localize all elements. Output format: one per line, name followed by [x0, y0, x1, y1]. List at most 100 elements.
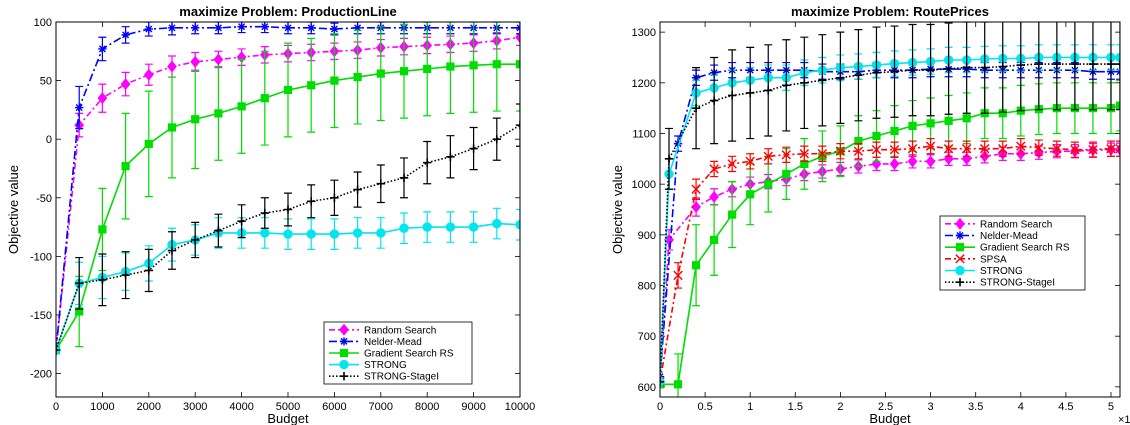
- data-point: [927, 120, 934, 127]
- legend: Random SearchNelder-MeadGradient Search …: [324, 322, 472, 384]
- y-tick-label: 900: [638, 230, 656, 242]
- x-tick-label: 3.5: [968, 401, 983, 413]
- data-point: [284, 24, 292, 32]
- data-point: [377, 70, 384, 77]
- x-tick-label: 3: [928, 401, 934, 413]
- legend-label: SPSA: [980, 254, 1007, 265]
- y-tick-label: -200: [30, 369, 52, 381]
- legend-marker: [340, 337, 348, 345]
- x-tick-label: 1.5: [788, 401, 803, 413]
- legend-label: Random Search: [364, 325, 436, 336]
- data-point: [214, 24, 222, 32]
- x-tick-label: 0: [657, 401, 663, 413]
- x-tick-label: 2000: [137, 401, 161, 413]
- data-point: [711, 236, 718, 243]
- data-point: [424, 65, 431, 72]
- data-point: [783, 170, 790, 177]
- data-point: [145, 140, 152, 147]
- legend-label: STRONG: [364, 360, 407, 371]
- data-point: [330, 25, 338, 33]
- data-point: [168, 24, 176, 32]
- data-point: [261, 229, 269, 237]
- y-axis-label: Objective value: [6, 165, 21, 254]
- data-point: [729, 211, 736, 218]
- y-tick-label: 700: [638, 331, 656, 343]
- legend-label: Random Search: [980, 219, 1052, 230]
- data-point: [873, 132, 880, 139]
- data-point: [377, 229, 385, 237]
- legend-label: Nelder-Mead: [980, 231, 1038, 242]
- data-point: [470, 62, 477, 69]
- legend-label: Nelder-Mead: [364, 337, 422, 348]
- legend-label: Gradient Search RS: [980, 243, 1070, 254]
- y-tick-label: 800: [638, 281, 656, 293]
- data-point: [261, 95, 268, 102]
- x-tick-label: 8000: [415, 401, 439, 413]
- data-point: [284, 86, 291, 93]
- data-point: [891, 127, 898, 134]
- y-tick-label: -150: [30, 310, 52, 322]
- y-tick-label: 1000: [632, 179, 656, 191]
- x-tick-label: 7000: [369, 401, 393, 413]
- legend-marker: [956, 266, 964, 274]
- data-point: [122, 163, 129, 170]
- legend-marker: [340, 349, 347, 356]
- y-tick-label: 1200: [632, 78, 656, 90]
- data-point: [330, 230, 338, 238]
- data-point: [75, 103, 83, 111]
- data-point: [446, 223, 454, 231]
- x-axis-label: Budget: [869, 411, 911, 425]
- x-tick-label: 0: [53, 401, 59, 413]
- x-tick-label: 10000: [505, 401, 536, 413]
- data-point: [493, 219, 501, 227]
- x-tick-label: 2: [837, 401, 843, 413]
- x-tick-label: 6000: [322, 401, 346, 413]
- x-tick-label: 3000: [183, 401, 207, 413]
- x-tick-label: 4: [1018, 401, 1024, 413]
- data-point: [423, 223, 431, 231]
- data-point: [765, 181, 772, 188]
- x-tick-label: 1000: [90, 401, 114, 413]
- data-point: [945, 117, 952, 124]
- y-tick-label: 100: [34, 17, 52, 29]
- legend-label: Gradient Search RS: [364, 349, 454, 360]
- x-tick-label: 1: [747, 401, 753, 413]
- data-point: [353, 229, 361, 237]
- legend-label: STRONG: [980, 266, 1023, 277]
- data-point: [307, 230, 315, 238]
- y-tick-label: -50: [36, 193, 52, 205]
- data-point: [331, 77, 338, 84]
- x-tick-label: 9000: [461, 401, 485, 413]
- data-point: [121, 31, 129, 39]
- x-multiplier-label: ×10⁴: [1118, 414, 1130, 425]
- data-point: [284, 230, 292, 238]
- data-point: [469, 223, 477, 231]
- data-point: [493, 61, 500, 68]
- data-point: [98, 45, 106, 53]
- y-tick-label: 1100: [632, 128, 656, 140]
- legend-marker: [956, 231, 964, 239]
- data-point: [261, 22, 269, 30]
- chart-production-line: maximize Problem: ProductionLine0 1000 200…: [6, 4, 535, 425]
- y-tick-label: 1300: [632, 27, 656, 39]
- legend-label: STRONG-StageI: [364, 372, 439, 383]
- x-tick-label: 4000: [229, 401, 253, 413]
- data-point: [308, 82, 315, 89]
- data-point: [692, 262, 699, 269]
- data-point: [307, 24, 315, 32]
- data-point: [145, 25, 153, 33]
- y-tick-label: 50: [40, 76, 52, 88]
- data-point: [237, 22, 245, 30]
- x-tick-label: 5: [1108, 401, 1114, 413]
- data-point: [191, 24, 199, 32]
- data-point: [400, 68, 407, 75]
- legend-label: STRONG-StageI: [980, 278, 1055, 289]
- x-tick-label: 4.5: [1058, 401, 1073, 413]
- legend-marker: [956, 244, 963, 251]
- data-point: [192, 116, 199, 123]
- data-point: [354, 73, 361, 80]
- data-point: [99, 226, 106, 233]
- chart-route-prices: maximize Problem: RoutePrices0 0.5 1 1.5 2 2.…: [610, 4, 1130, 425]
- legend-marker: [340, 360, 348, 368]
